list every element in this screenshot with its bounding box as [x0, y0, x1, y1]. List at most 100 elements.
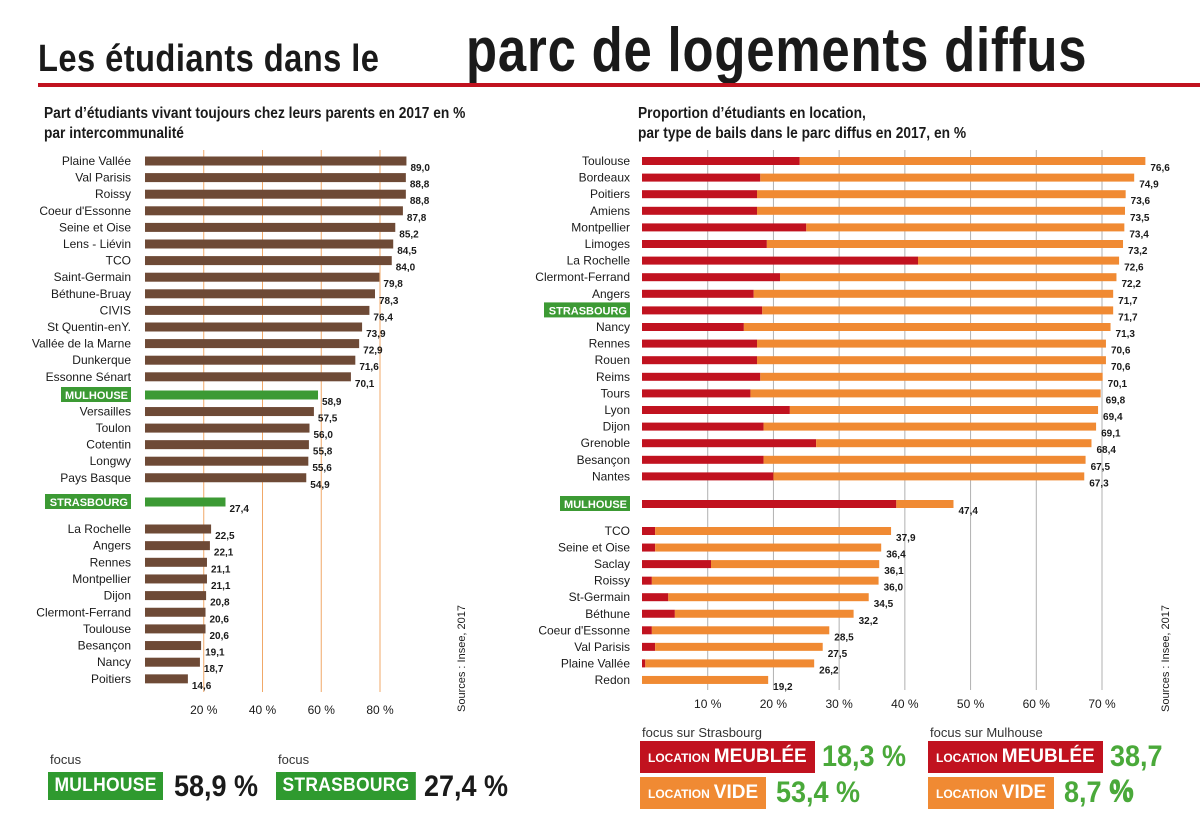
left-value-label: 84,5 [397, 246, 417, 257]
left-bar-val-parisis [145, 173, 406, 183]
right-bar-vide-grenoble [816, 439, 1092, 448]
left-bar-clermont-ferrand [145, 607, 206, 617]
mulhouse-vide-tag: LOCATION VIDE [928, 777, 1055, 809]
strasbourg-meublee-tag-big: MEUBLÉE [713, 746, 807, 767]
right-category-label: La Rochelle [567, 254, 631, 268]
left-value-label: 84,0 [396, 263, 416, 274]
right-category-label: MULHOUSE [564, 499, 627, 511]
left-bar-bethune-bruay [145, 289, 376, 299]
left-value-label: 70,1 [355, 379, 375, 390]
right-total-label: 19,2 [773, 682, 793, 693]
left-category-label: Clermont-Ferrand [36, 605, 131, 619]
right-total-label: 28,5 [834, 632, 854, 643]
right-bar-vide-dijon [763, 422, 1097, 431]
right-bar-vide-nantes [773, 472, 1085, 481]
right-category-label: Rouen [595, 353, 630, 367]
right-category-label: Tours [601, 386, 630, 400]
right-bar-meublee-rennes [642, 339, 757, 348]
right-category-label: Plaine Vallée [561, 656, 630, 670]
left-category-label: Besançon [78, 639, 131, 653]
right-category-label: Lyon [604, 403, 630, 417]
left-bar-besancon [145, 641, 202, 651]
right-category-label: Seine et Oise [558, 541, 630, 555]
right-bar-vide-roissy [651, 576, 879, 585]
right-total-label: 71,3 [1116, 329, 1136, 340]
left-category-label: Toulon [96, 421, 131, 435]
title-rule [38, 83, 1200, 87]
right-total-label: 71,7 [1118, 312, 1138, 323]
right-subtitle-line-2: par type de bails dans le parc diffus en… [638, 125, 967, 142]
right-category-label: Dijon [603, 420, 630, 434]
right-bar-meublee-roissy [642, 576, 652, 585]
right-category-label: Coeur d'Essonne [538, 623, 630, 637]
left-value-label: 88,8 [410, 180, 430, 191]
left-category-label: Roissy [95, 187, 131, 201]
right-bar-meublee-rouen [642, 356, 757, 365]
right-bar-meublee-val-parisis [642, 642, 656, 651]
right-category-label: Angers [592, 287, 630, 301]
right-bar-vide-montpellier [806, 223, 1125, 232]
right-subtitle-line-1: Proportion d’étudiants en location, [638, 105, 866, 122]
right-total-label: 70,1 [1108, 379, 1128, 390]
left-category-label: Lens - Liévin [63, 237, 131, 251]
right-xtick-70: 70 % [1088, 697, 1116, 711]
focus-sur-mulhouse-label: focus sur Mulhouse [930, 725, 1043, 740]
left-bar-coeur-d-essonne [145, 206, 403, 216]
right-total-label: 34,5 [874, 599, 894, 610]
strasbourg-vide-value: 53,4 % [776, 776, 861, 809]
right-total-label: 69,4 [1103, 412, 1123, 423]
right-total-label: 72,2 [1121, 279, 1141, 290]
right-bar-vide-clermont-ferrand [780, 273, 1117, 282]
left-category-label: Dunkerque [72, 353, 131, 367]
left-category-label: La Rochelle [68, 522, 132, 536]
left-category-label: Poitiers [91, 672, 131, 686]
right-bar-vide-toulouse [799, 157, 1146, 165]
right-bar-vide-rouen [757, 356, 1106, 365]
right-category-label: TCO [605, 524, 630, 538]
right-bar-vide-nancy [743, 323, 1111, 331]
right-bar-meublee-nancy [642, 323, 744, 331]
left-subtitle-line-1: Part d’étudiants vivant toujours chez le… [44, 105, 466, 122]
right-total-label: 73,6 [1131, 196, 1151, 207]
right-label-bg-strasbourg [544, 302, 630, 318]
left-value-label: 20,8 [210, 598, 230, 609]
right-bar-meublee-plaine-vallee [642, 659, 646, 668]
focus-mulhouse-value: 58,9 % [174, 770, 259, 803]
right-bar-meublee-amiens [642, 206, 757, 215]
right-category-label: St-Germain [569, 590, 630, 604]
right-xtick-10: 10 % [694, 697, 722, 711]
left-bar-strasbourg [145, 497, 226, 507]
left-value-label: 58,9 [322, 397, 342, 408]
left-value-label: 55,8 [313, 447, 333, 458]
left-value-label: 54,9 [310, 480, 330, 491]
left-bar-st-quentin-eny [145, 322, 363, 332]
left-xtick-80: 80 % [366, 703, 394, 717]
left-bar-rennes [145, 557, 207, 567]
right-category-label: Besançon [577, 453, 630, 467]
mulhouse-vide-tag-small: LOCATION [936, 787, 998, 801]
title-part1: Les étudiants dans le [38, 38, 380, 80]
left-category-label: TCO [106, 254, 131, 268]
right-category-label: Redon [595, 673, 630, 687]
right-total-label: 36,4 [886, 550, 906, 561]
right-chart-subtitle: Proportion d’étudiants en location, par … [638, 104, 966, 144]
focus-strasbourg-value: 27,4 % [424, 770, 509, 803]
left-category-label: Angers [93, 539, 131, 553]
left-bar-roissy [145, 189, 406, 199]
right-total-label: 36,0 [884, 583, 904, 594]
left-category-label: Toulouse [83, 622, 131, 636]
left-category-label: Béthune-Bruay [51, 287, 131, 301]
right-bar-meublee-bethune [642, 609, 675, 618]
right-total-label: 69,8 [1106, 395, 1126, 406]
right-bar-meublee-seine-et-oise [642, 543, 656, 552]
left-bar-lens-lievin [145, 239, 394, 249]
right-total-label: 32,2 [859, 616, 879, 627]
right-bar-vide-coeur-d-essonne [651, 626, 830, 635]
right-category-label: Toulouse [582, 154, 630, 168]
left-value-label: 20,6 [210, 614, 230, 625]
right-bar-meublee-dijon [642, 422, 764, 431]
right-total-label: 27,5 [828, 649, 848, 660]
right-xtick-20: 20 % [760, 697, 788, 711]
left-value-label: 87,8 [407, 213, 427, 224]
right-bar-meublee-clermont-ferrand [642, 273, 780, 282]
